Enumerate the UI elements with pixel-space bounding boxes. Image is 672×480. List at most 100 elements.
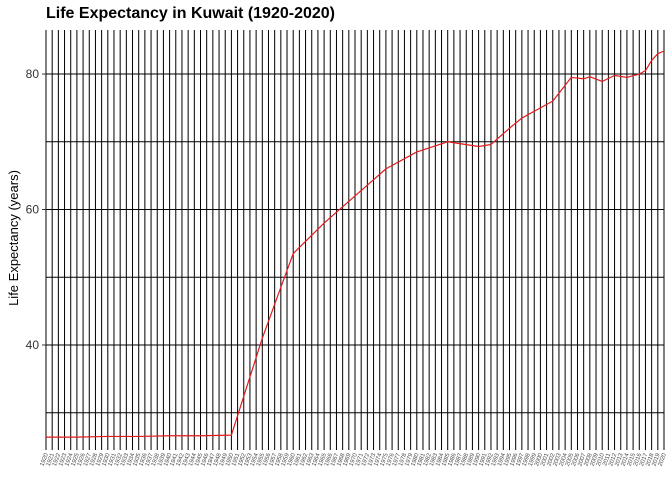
x-tick-label: 2007 <box>577 452 587 467</box>
x-tick-label: 1964 <box>312 452 322 467</box>
x-tick-label: 1962 <box>299 452 309 467</box>
x-tick-label: 1949 <box>219 452 229 467</box>
x-tick-label: 2014 <box>621 452 631 467</box>
x-tick-label: 2002 <box>546 452 556 467</box>
y-axis-title: Life Expectancy (years) <box>6 170 21 306</box>
x-tick-label: 1963 <box>305 452 315 467</box>
x-tick-label: 1973 <box>367 452 377 467</box>
x-tick-label: 1931 <box>108 452 118 467</box>
x-tick-label: 1992 <box>485 452 495 467</box>
x-tick-label: 1976 <box>386 452 396 467</box>
x-tick-label: 1928 <box>89 452 99 467</box>
x-tick-label: 1972 <box>361 452 371 467</box>
x-tick-label: 1938 <box>151 452 161 467</box>
x-tick-label: 1969 <box>342 452 352 467</box>
x-tick-label: 1983 <box>429 452 439 467</box>
x-tick-label: 2015 <box>627 452 637 467</box>
x-tick-label: 1953 <box>244 452 254 467</box>
y-tick-label: 40 <box>26 338 40 352</box>
x-tick-label: 1925 <box>71 452 81 467</box>
x-tick-label: 2013 <box>614 452 624 467</box>
x-tick-label: 1965 <box>318 452 328 467</box>
x-tick-label: 2011 <box>602 452 612 467</box>
y-tick-label: 80 <box>26 67 40 81</box>
life-expectancy-line <box>46 50 665 438</box>
x-tick-label: 2016 <box>633 452 643 467</box>
x-tick-label: 1937 <box>145 452 155 467</box>
x-tick-label: 1941 <box>169 452 179 467</box>
chart-title: Life Expectancy in Kuwait (1920-2020) <box>46 5 335 22</box>
x-tick-label: 1956 <box>262 452 272 467</box>
x-tick-label: 1999 <box>528 452 538 467</box>
x-tick-label: 1995 <box>503 452 513 467</box>
x-tick-label: 1974 <box>373 452 383 467</box>
x-tick-label: 1975 <box>380 452 390 467</box>
x-tick-label: 1970 <box>349 452 359 467</box>
x-tick-label: 1952 <box>237 452 247 467</box>
x-tick-label: 1945 <box>194 452 204 467</box>
x-tick-label: 1936 <box>139 452 149 467</box>
x-tick-label: 1982 <box>423 452 433 467</box>
x-tick-label: 2003 <box>553 452 563 467</box>
series-line-group <box>46 50 665 438</box>
x-tick-label: 1929 <box>95 452 105 467</box>
x-tick-label: 1922 <box>52 452 62 467</box>
y-tick-label: 60 <box>26 203 40 217</box>
x-tick-label: 1996 <box>509 452 519 467</box>
x-tick-label: 1994 <box>497 452 507 467</box>
x-tick-label: 1926 <box>77 452 87 467</box>
x-tick-label: 1935 <box>132 452 142 467</box>
x-tick-label: 2000 <box>534 452 544 467</box>
x-tick-label: 1940 <box>163 452 173 467</box>
x-tick-label: 2005 <box>565 452 575 467</box>
x-tick-label: 1987 <box>454 452 464 467</box>
x-tick-label: 1986 <box>448 452 458 467</box>
x-tick-label: 1961 <box>293 452 303 467</box>
x-tick-label: 1991 <box>478 452 488 467</box>
x-tick-label: 1967 <box>330 452 340 467</box>
x-tick-label: 1923 <box>58 452 68 467</box>
x-tick-label: 1944 <box>188 452 198 467</box>
x-tick-label: 1997 <box>516 452 526 467</box>
x-tick-label: 1960 <box>287 452 297 467</box>
x-tick-label: 1993 <box>491 452 501 467</box>
x-tick-label: 1950 <box>225 452 235 467</box>
x-tick-label: 2008 <box>584 452 594 467</box>
x-tick-label: 1943 <box>182 452 192 467</box>
x-tick-label: 1978 <box>398 452 408 467</box>
x-tick-label: 1971 <box>355 452 365 467</box>
x-tick-label: 2001 <box>540 452 550 467</box>
x-tick-label: 2012 <box>608 452 618 467</box>
x-tick-label: 1933 <box>120 452 130 467</box>
x-tick-label: 2006 <box>571 452 581 467</box>
x-tick-label: 1990 <box>472 452 482 467</box>
x-tick-label: 2004 <box>559 452 569 467</box>
x-tick-label: 2009 <box>590 452 600 467</box>
x-tick-label: 2018 <box>645 452 655 467</box>
x-tick-label: 1958 <box>275 452 285 467</box>
x-tick-label: 1939 <box>157 452 167 467</box>
grid-lines <box>45 30 665 450</box>
x-tick-label: 1920 <box>40 452 50 467</box>
x-tick-label: 1984 <box>435 452 445 467</box>
x-tick-label: 1980 <box>410 452 420 467</box>
x-tick-label: 1998 <box>522 452 532 467</box>
x-tick-label: 1947 <box>207 452 217 467</box>
x-tick-label: 1955 <box>256 452 266 467</box>
x-tick-label: 1930 <box>101 452 111 467</box>
x-tick-label: 1957 <box>268 452 278 467</box>
x-tick-label: 1981 <box>417 452 427 467</box>
x-tick-label: 1927 <box>83 452 93 467</box>
x-tick-label: 1951 <box>231 452 241 467</box>
x-tick-label: 2020 <box>658 452 668 467</box>
x-tick-label: 1977 <box>392 452 402 467</box>
x-tick-label: 1959 <box>281 452 291 467</box>
x-tick-label: 1942 <box>176 452 186 467</box>
x-tick-label: 1932 <box>114 452 124 467</box>
y-axis-ticks: 40 60 80 <box>26 67 46 352</box>
x-tick-label: 1954 <box>250 452 260 467</box>
x-tick-label: 2010 <box>596 452 606 467</box>
x-tick-label: 1924 <box>64 452 74 467</box>
x-tick-label: 1946 <box>200 452 210 467</box>
